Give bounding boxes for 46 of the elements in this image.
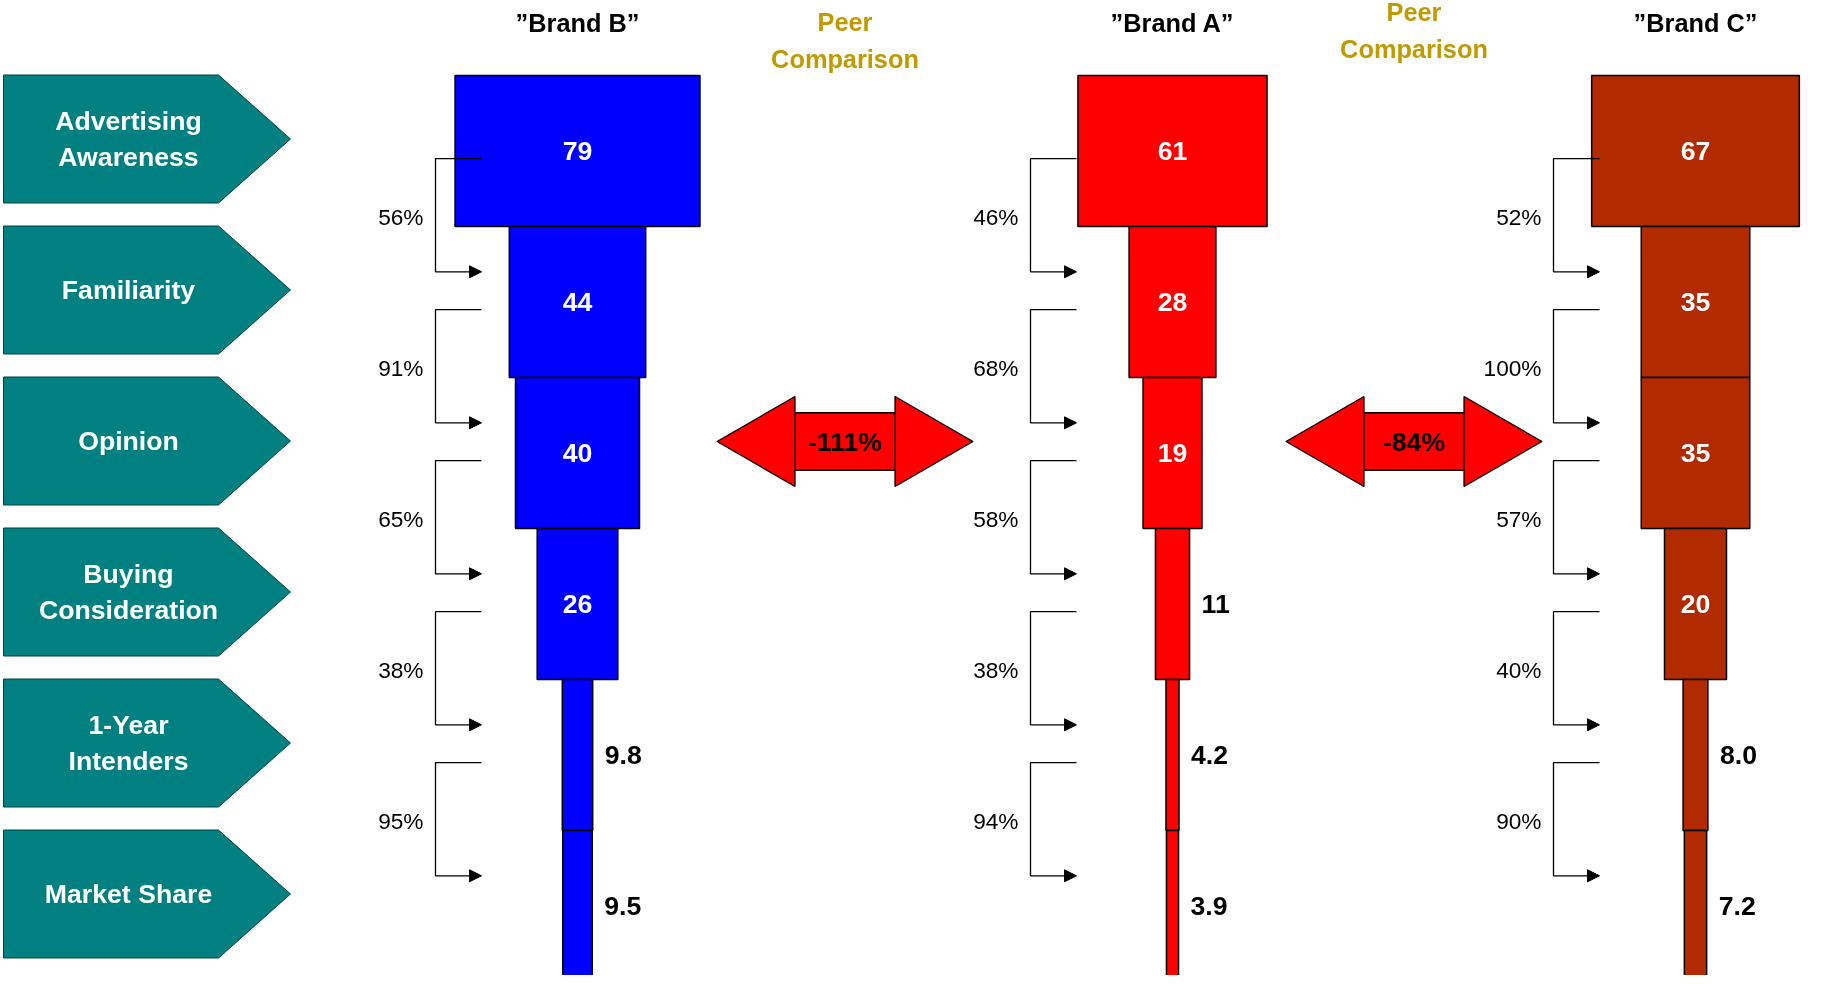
- data-label: 61: [1157, 136, 1188, 166]
- series-label: ”Brand C”: [1633, 8, 1758, 37]
- series-label: ”Brand A”: [1110, 8, 1234, 37]
- category-label: Opinion: [78, 426, 179, 456]
- data-label: 9.8: [604, 740, 642, 770]
- data-label: 26: [562, 589, 593, 619]
- text: 94%: [973, 807, 1019, 834]
- text: 95%: [378, 807, 424, 834]
- data-label: 40: [562, 438, 593, 468]
- data-label: 11: [1201, 589, 1230, 619]
- data-label: 35: [1680, 287, 1711, 317]
- data-label: 67: [1680, 136, 1711, 166]
- data-label: 4.2: [1191, 740, 1229, 770]
- text: 100%: [1483, 354, 1542, 381]
- data-label: 44: [562, 287, 593, 317]
- text: 68%: [973, 354, 1019, 381]
- data-label: 3.9: [1190, 891, 1228, 921]
- text: 56%: [378, 203, 424, 230]
- text: 58%: [973, 505, 1019, 532]
- text: 90%: [1496, 807, 1542, 834]
- category-label: Familiarity: [61, 275, 196, 305]
- text: 57%: [1496, 505, 1542, 532]
- text: 38%: [378, 656, 424, 683]
- text: -111%: [807, 426, 883, 457]
- data-label: 20: [1680, 589, 1711, 619]
- data-label: 19: [1157, 438, 1188, 468]
- text: 46%: [973, 203, 1019, 230]
- data-label: 7.2: [1718, 891, 1756, 921]
- category-label: Advertising Awareness: [55, 106, 202, 172]
- data-label: 35: [1680, 438, 1711, 468]
- text: -84%: [1382, 426, 1446, 457]
- text: 65%: [378, 505, 424, 532]
- category-label: 1-Year Intenders: [68, 710, 189, 776]
- text: 91%: [378, 354, 424, 381]
- data-label: 9.5: [604, 891, 642, 921]
- data-label: 79: [562, 136, 593, 166]
- text: Peer Comparison: [1340, 0, 1488, 63]
- text: Peer Comparison: [771, 8, 919, 73]
- text: 52%: [1496, 203, 1542, 230]
- text: 38%: [973, 656, 1019, 683]
- text: 40%: [1496, 656, 1542, 683]
- category-label: Market Share: [44, 879, 213, 909]
- category-label: Buying Consideration: [38, 559, 219, 625]
- series-label: ”Brand B”: [515, 8, 640, 37]
- data-label: 8.0: [1719, 740, 1757, 770]
- data-label: 28: [1157, 287, 1188, 317]
